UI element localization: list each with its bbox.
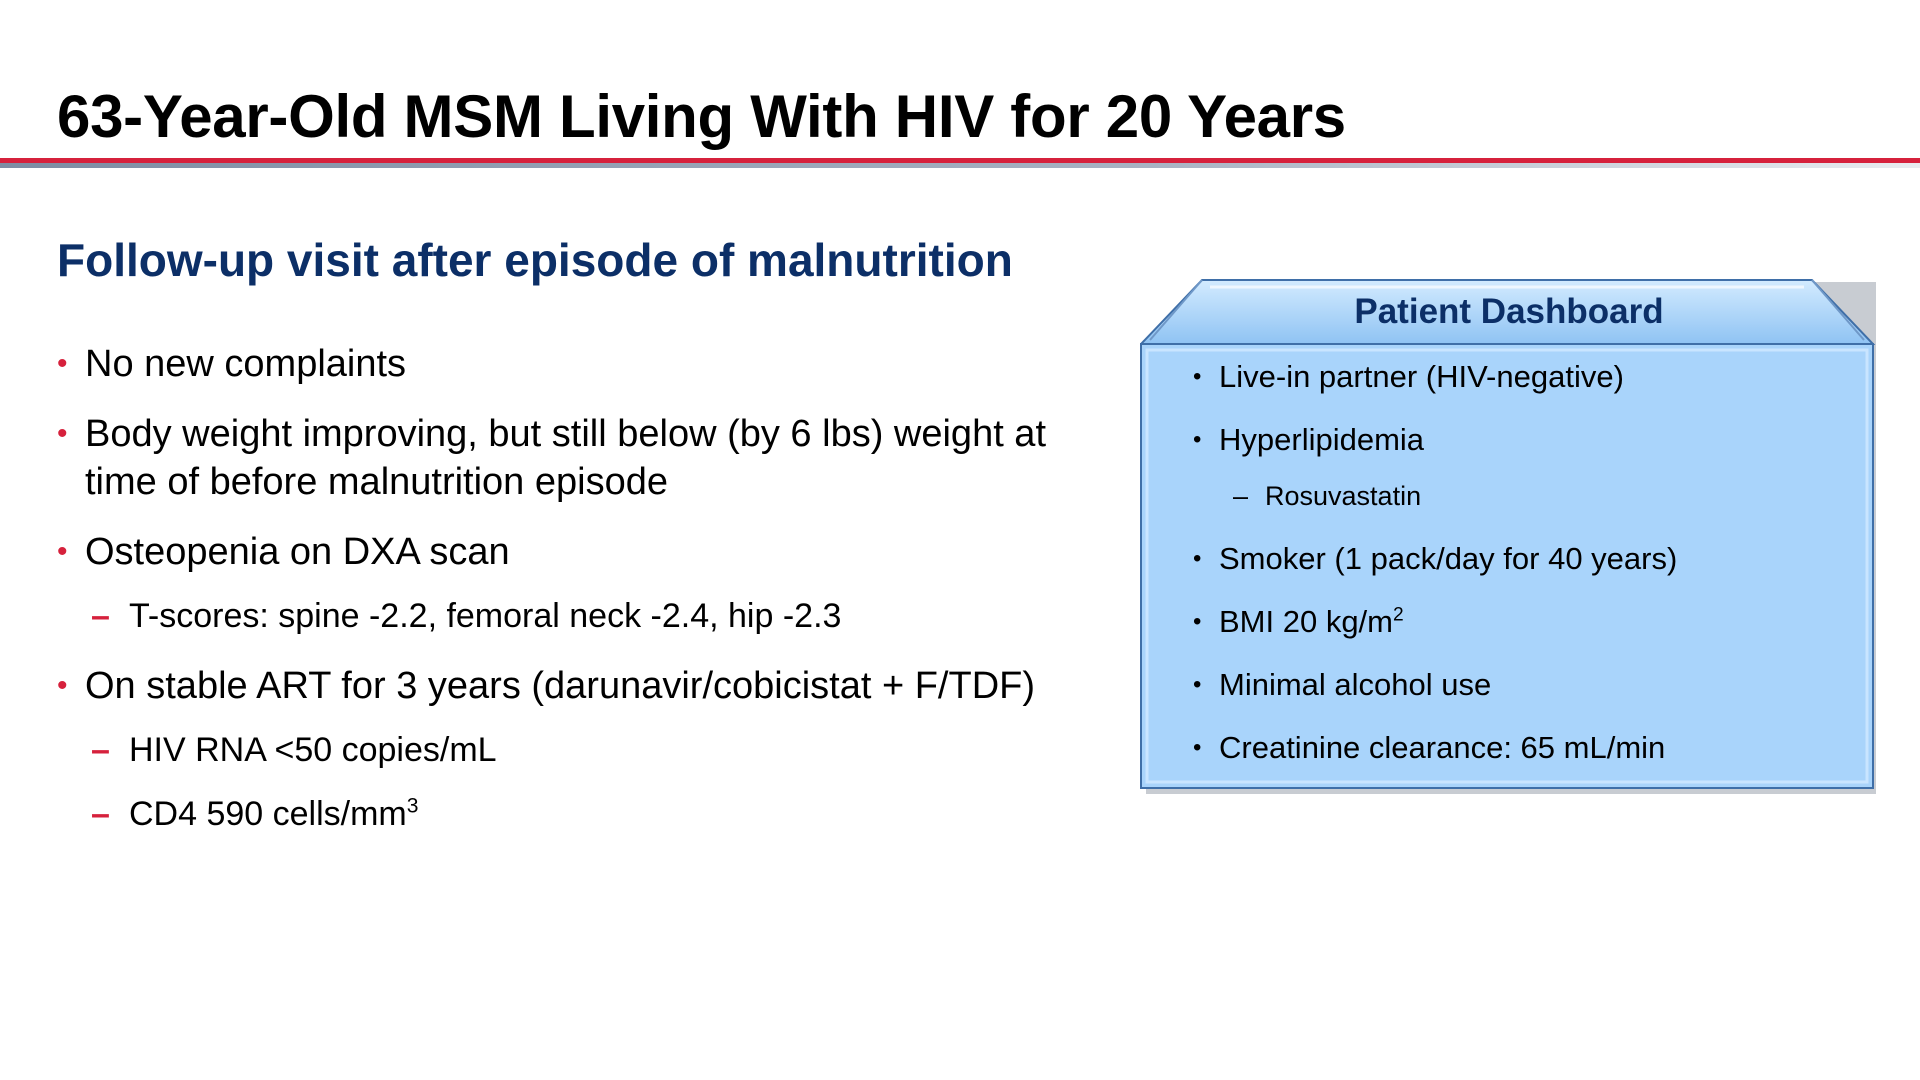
title-divider-grey bbox=[0, 163, 1920, 168]
subbullet-cd4: CD4 590 cells/mm3 bbox=[57, 792, 1117, 836]
dashboard-subitem-rosuvastatin: Rosuvastatin bbox=[1193, 477, 1853, 515]
bullet-stable-art: On stable ART for 3 years (darunavir/cob… bbox=[57, 662, 1117, 710]
cd4-text: CD4 590 cells/mm bbox=[129, 795, 407, 833]
title-divider-red bbox=[0, 158, 1920, 163]
bullet-body-weight: Body weight improving, but still below (… bbox=[57, 410, 1117, 506]
bmi-text: BMI 20 kg/m bbox=[1219, 604, 1393, 639]
dashboard-item-smoker: Smoker (1 pack/day for 40 years) bbox=[1193, 540, 1853, 578]
dashboard-item-list: Live-in partner (HIV-negative) Hyperlipi… bbox=[1193, 358, 1853, 792]
patient-dashboard: Patient Dashboard Live-in partner (HIV-n… bbox=[1140, 278, 1878, 794]
bmi-superscript: 2 bbox=[1393, 604, 1404, 626]
dashboard-item-alcohol: Minimal alcohol use bbox=[1193, 666, 1853, 704]
subbullet-hiv-rna: HIV RNA <50 copies/mL bbox=[57, 728, 1117, 772]
dashboard-body-inner-highlight bbox=[1145, 348, 1869, 784]
dashboard-title: Patient Dashboard bbox=[1354, 292, 1664, 331]
dashboard-item-bmi: BMI 20 kg/m2 bbox=[1193, 603, 1853, 641]
main-bullet-list: No new complaints Body weight improving,… bbox=[57, 340, 1117, 836]
dashboard-item-hyperlipidemia: Hyperlipidemia bbox=[1193, 421, 1853, 459]
slide-title: 63-Year-Old MSM Living With HIV for 20 Y… bbox=[57, 83, 1346, 150]
bullet-osteopenia: Osteopenia on DXA scan bbox=[57, 528, 1117, 576]
dashboard-bevel-edge-right bbox=[1811, 279, 1865, 341]
cd4-superscript: 3 bbox=[406, 794, 419, 818]
dashboard-item-creatinine: Creatinine clearance: 65 mL/min bbox=[1193, 729, 1853, 767]
dashboard-bevel-edge-left bbox=[1149, 279, 1203, 341]
dashboard-item-partner: Live-in partner (HIV-negative) bbox=[1193, 358, 1853, 396]
slide-subtitle: Follow-up visit after episode of malnutr… bbox=[57, 234, 1013, 286]
bullet-no-new-complaints: No new complaints bbox=[57, 340, 1117, 388]
subbullet-t-scores: T-scores: spine -2.2, femoral neck -2.4,… bbox=[57, 594, 1117, 638]
